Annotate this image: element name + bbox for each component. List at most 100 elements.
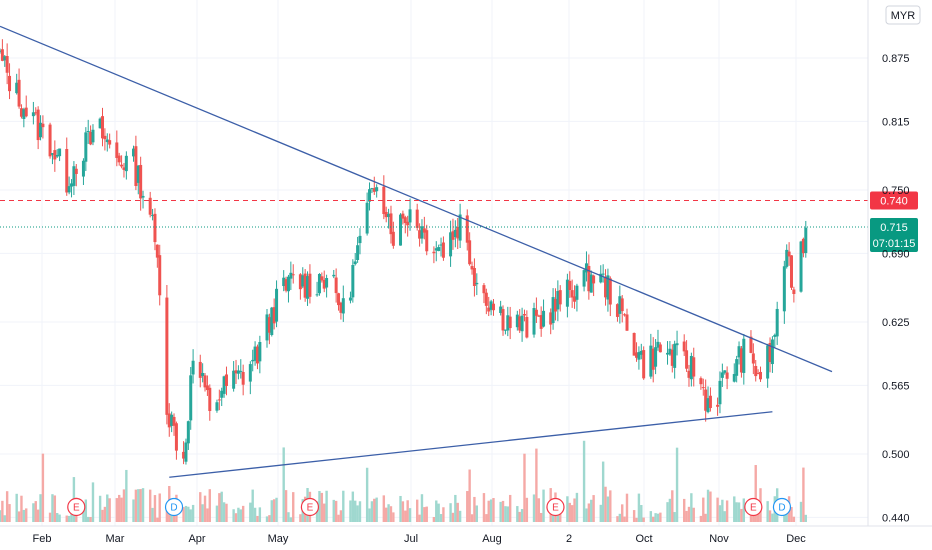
candle-body: [623, 314, 627, 316]
y-tick-label: 0.500: [882, 449, 910, 461]
candle-body: [191, 360, 195, 375]
candle-body: [425, 230, 429, 252]
last-price-tag: [870, 217, 918, 252]
volume-bar: [292, 492, 295, 522]
volume-bar: [570, 505, 574, 522]
candle-body: [215, 402, 219, 411]
x-axis[interactable]: Feb Mar Apr May Jul Aug 2 Oct Nov Dec: [0, 525, 932, 545]
candle-body: [708, 395, 712, 408]
candle-body: [503, 329, 507, 331]
volume-bar: [733, 496, 736, 522]
candle-body: [122, 167, 126, 170]
candle-body: [132, 148, 136, 157]
volume-bar: [573, 498, 576, 522]
candle-body: [534, 309, 538, 316]
volume-bar: [253, 507, 257, 522]
volume-bar: [22, 509, 26, 522]
candle-body: [582, 270, 586, 287]
earnings-event-marker[interactable]: E: [744, 497, 763, 517]
candle-body: [50, 153, 54, 155]
volume-bar: [466, 491, 469, 522]
candle-body: [787, 251, 791, 257]
volume-bar: [385, 507, 388, 522]
volume-bar: [287, 512, 290, 522]
volume-bar: [53, 495, 57, 522]
candlestick-series: [0, 39, 808, 465]
resistance-price-label: 0.740: [880, 196, 908, 208]
candle-body: [182, 451, 186, 459]
candle-body: [782, 266, 786, 312]
volume-bar: [36, 509, 40, 522]
candle-body: [637, 352, 641, 360]
candle-body: [499, 306, 503, 314]
candle-body: [36, 109, 40, 141]
candle-body: [351, 265, 355, 298]
candle-body: [58, 148, 62, 157]
candle-body: [532, 308, 536, 335]
volume-bar: [222, 502, 226, 522]
candle-body: [751, 353, 755, 364]
volume-bar: [492, 498, 495, 522]
volume-bar: [625, 493, 629, 522]
trendlines[interactable]: [0, 25, 833, 478]
currency-badge[interactable]: MYR: [885, 5, 921, 25]
candle-body: [403, 217, 407, 224]
volume-bar: [504, 506, 507, 522]
volume-bar: [587, 503, 591, 522]
candle-body: [758, 371, 762, 380]
earnings-event-label: E: [307, 503, 314, 514]
volume-bar: [258, 507, 262, 522]
volume-bar: [0, 510, 2, 522]
trendline-ascending-support[interactable]: [169, 411, 773, 478]
candle-body: [418, 230, 422, 239]
volume-bar: [458, 510, 462, 522]
candle-body: [217, 399, 221, 401]
candle-body: [391, 231, 395, 246]
volume-bar: [225, 503, 228, 522]
y-axis[interactable]: 0.875 0.815 0.750 0.690 0.625 0.565 0.500 0.440: [867, 0, 910, 526]
volume-bar: [318, 491, 321, 522]
candle-body: [339, 302, 343, 313]
volume-bar: [621, 504, 624, 522]
candle-body: [24, 107, 28, 117]
volume-bar: [585, 508, 588, 522]
candle-body: [482, 285, 486, 294]
x-tick-label: Feb: [33, 533, 52, 545]
volume-bar: [272, 499, 276, 522]
candle-body: [441, 242, 445, 258]
candle-body: [172, 416, 176, 426]
candle-body: [420, 226, 424, 239]
candle-body: [358, 235, 362, 244]
earnings-event-marker[interactable]: E: [300, 497, 320, 517]
earnings-event-circle: [546, 497, 565, 517]
earnings-event-marker[interactable]: E: [67, 497, 86, 517]
dividend-event-marker[interactable]: D: [164, 497, 184, 517]
volume-bar: [299, 514, 302, 522]
candle-body: [406, 221, 410, 226]
candle-body: [22, 109, 26, 120]
candle-body: [67, 186, 71, 193]
candle-body: [491, 303, 495, 311]
candle-body: [592, 275, 596, 284]
candle-body: [701, 387, 705, 389]
candle-body: [618, 296, 622, 314]
earnings-event-marker[interactable]: E: [546, 497, 565, 517]
volume-bar: [3, 515, 6, 522]
volume-bar: [148, 489, 152, 522]
candle-body: [332, 274, 336, 277]
x-tick-label: Apr: [188, 533, 205, 545]
volume-bar: [89, 516, 92, 522]
dividend-event-marker[interactable]: D: [772, 497, 792, 517]
candle-body: [799, 241, 803, 292]
volume-bar: [690, 493, 693, 522]
trendline-descending-resistance[interactable]: [0, 25, 833, 373]
candle-body: [742, 338, 746, 373]
volume-bar: [616, 516, 619, 522]
volume-bar: [487, 500, 490, 522]
volume-bar: [137, 489, 140, 522]
candle-body: [387, 213, 391, 217]
candle-body: [315, 294, 319, 296]
volume-bar: [203, 495, 207, 522]
